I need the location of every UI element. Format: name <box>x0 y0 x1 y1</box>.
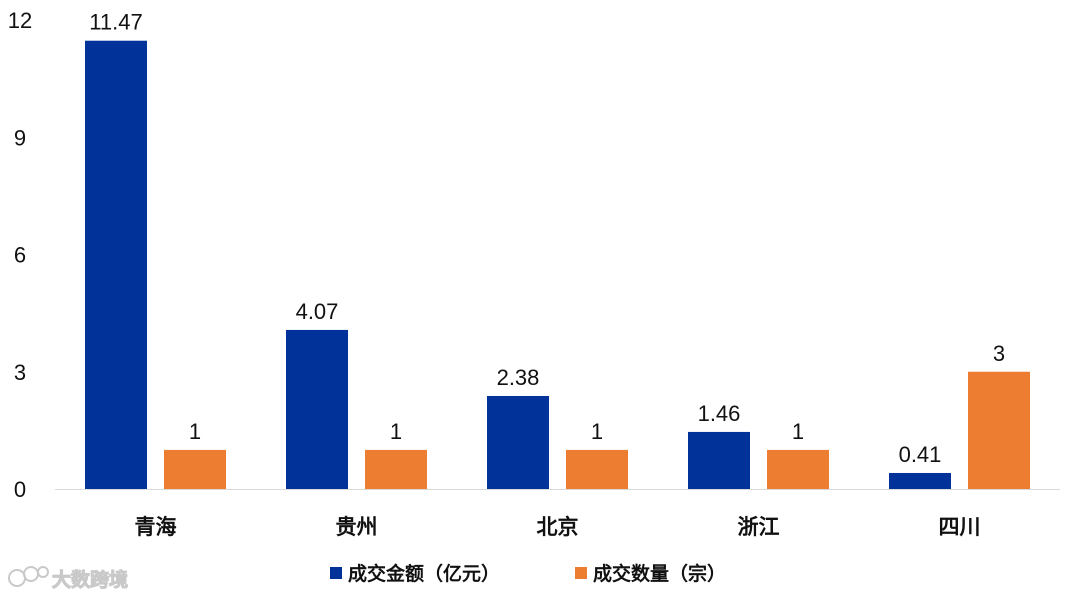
bar <box>85 40 147 489</box>
data-label: 1 <box>390 419 402 444</box>
data-label: 2.38 <box>497 365 540 390</box>
bar <box>968 371 1030 489</box>
bars-layer: 11.47 1 4.07 1 2.38 1 1.46 1 0.41 3 <box>85 10 1030 489</box>
y-axis: 0 3 6 9 12 <box>8 8 32 502</box>
legend-swatch <box>330 567 342 579</box>
data-label: 1 <box>189 419 201 444</box>
bar <box>286 329 348 489</box>
bar <box>688 431 750 489</box>
bar <box>767 449 829 489</box>
data-label: 4.07 <box>296 299 339 324</box>
bar <box>889 472 951 489</box>
x-tick-label: 青海 <box>135 515 177 539</box>
x-axis-categories: 青海 贵州 北京 浙江 四川 <box>135 515 981 539</box>
watermark-text: 大数跨境 <box>52 568 128 591</box>
y-tick-label: 0 <box>14 477 26 502</box>
y-tick-label: 12 <box>8 8 32 33</box>
legend-label: 成交金额（亿元） <box>348 562 500 585</box>
data-label: 0.41 <box>899 442 942 467</box>
x-tick-label: 浙江 <box>738 515 780 539</box>
bar <box>365 449 427 489</box>
x-tick-label: 贵州 <box>336 515 378 539</box>
y-tick-label: 3 <box>14 360 26 385</box>
x-tick-label: 四川 <box>939 515 981 539</box>
data-label: 3 <box>993 341 1005 366</box>
dsk-logo-icon <box>8 566 49 587</box>
y-tick-label: 6 <box>14 243 26 268</box>
data-label: 1.46 <box>698 401 741 426</box>
y-tick-label: 9 <box>14 125 26 150</box>
data-label: 1 <box>591 419 603 444</box>
legend: 成交金额（亿元） 成交数量（宗） <box>330 562 726 585</box>
bar <box>566 449 628 489</box>
bar <box>487 395 549 489</box>
data-label: 1 <box>792 419 804 444</box>
x-tick-label: 北京 <box>537 515 579 539</box>
bar <box>164 449 226 489</box>
legend-label: 成交数量（宗） <box>593 562 726 585</box>
legend-swatch <box>575 567 587 579</box>
watermark: 大数跨境 <box>8 566 129 592</box>
data-label: 11.47 <box>89 10 142 35</box>
